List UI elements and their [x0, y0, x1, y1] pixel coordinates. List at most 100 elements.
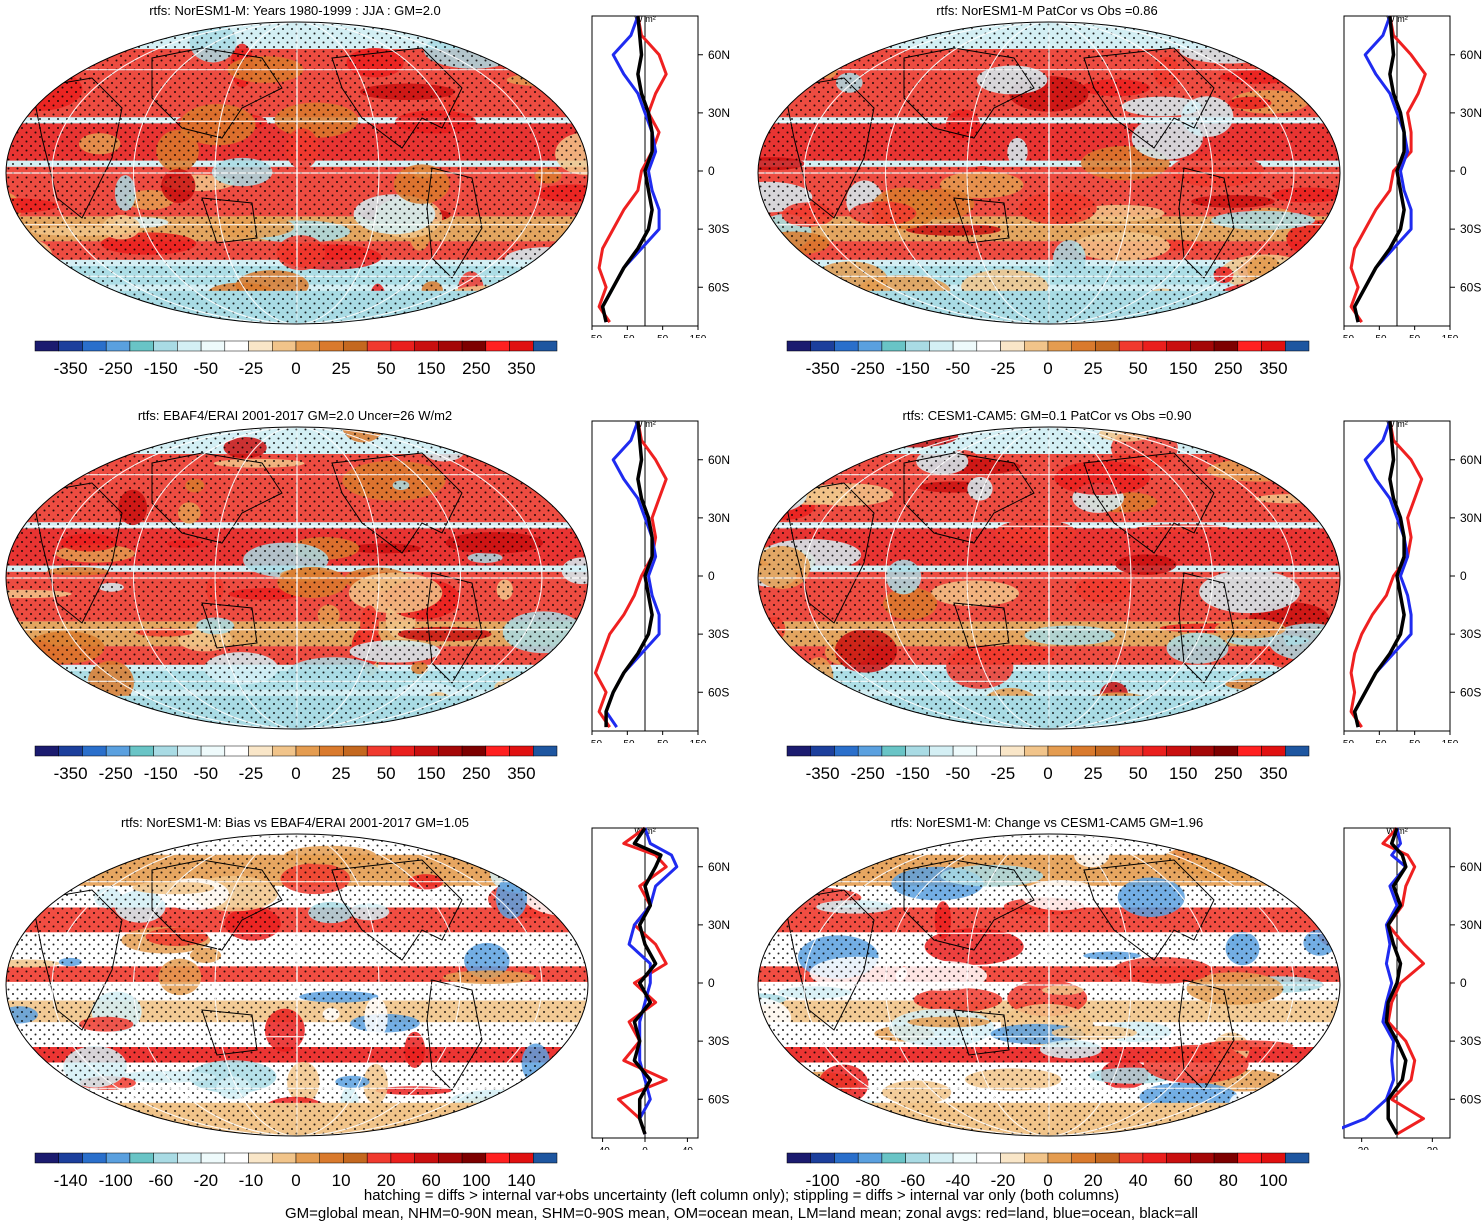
panel-title: rtfs: NorESM1-M: Change vs CESM1-CAM5 GM… — [890, 815, 1204, 830]
colorbar-label: 0 — [291, 359, 300, 378]
colorbar-swatch — [1024, 745, 1049, 757]
colorbar-swatch — [295, 1152, 320, 1164]
footnote-line-1: hatching = diffs > internal var+obs unce… — [363, 1187, 1120, 1204]
colorbar-label: -350 — [54, 764, 88, 783]
colorbar-swatch — [272, 1152, 297, 1164]
field-patch — [23, 434, 86, 448]
colorbar-swatch — [952, 745, 978, 757]
lat-tick-label: 30S — [708, 222, 729, 236]
graticule-lon — [296, 22, 298, 324]
colorbar-label: -40 — [946, 1171, 971, 1190]
x-tick-label: -150 — [1342, 334, 1354, 338]
colorbar-swatch — [786, 1152, 811, 1164]
colorbar-swatch — [1000, 340, 1025, 352]
colorbar-label: 20 — [1084, 1171, 1103, 1190]
world-map — [757, 833, 1341, 1137]
zonal-series-all — [1352, 420, 1406, 728]
colorbar-label: -10 — [239, 1171, 264, 1190]
x-tick-label: 150 — [1442, 334, 1459, 338]
colorbar-swatch — [1213, 340, 1239, 352]
x-tick-label: -150 — [590, 739, 602, 743]
field-patch — [1272, 1084, 1340, 1122]
colorbar-swatch — [952, 340, 978, 352]
colorbar-swatch — [1118, 745, 1144, 757]
x-tick-label: -150 — [590, 334, 602, 338]
colorbar-swatch — [105, 340, 131, 352]
colorbar-label: 0 — [1043, 764, 1052, 783]
colorbar-swatch — [129, 340, 154, 352]
colorbar-label: -250 — [851, 359, 885, 378]
panel-title: rtfs: NorESM1-M: Years 1980-1999 : JJA :… — [149, 3, 441, 18]
colorbar-label: -80 — [855, 1171, 880, 1190]
colorbar-swatch — [1095, 1152, 1120, 1164]
field-patch — [443, 1121, 515, 1136]
colorbar-swatch — [485, 340, 510, 352]
world-map — [5, 426, 589, 730]
colorbar-swatch — [200, 1152, 226, 1164]
field-patch — [12, 54, 36, 67]
graticule-lon — [803, 834, 1295, 1136]
graticule-lon — [133, 834, 461, 1136]
lat-tick-label: 30N — [1460, 918, 1482, 932]
zonal-series-all — [1352, 15, 1406, 323]
field-patch — [758, 53, 816, 90]
x-tick-label: -40 — [595, 1146, 610, 1150]
colorbar-label: 25 — [332, 764, 351, 783]
colorbar-label: 350 — [1259, 764, 1287, 783]
zonal-series-land — [1349, 15, 1427, 323]
colorbar-swatch — [905, 745, 930, 757]
colorbar-swatch — [390, 340, 415, 352]
lat-tick-label: 0 — [1460, 569, 1467, 583]
lat-tick-label: 30N — [708, 106, 730, 120]
zonal-series-all — [600, 15, 654, 323]
colorbar-swatch — [248, 1152, 273, 1164]
colorbar-label: -350 — [806, 764, 840, 783]
x-tick-label: -50 — [620, 739, 635, 743]
colorbar-label: -25 — [991, 764, 1016, 783]
graticule-lon — [966, 834, 1132, 1136]
colorbar-label: 250 — [462, 764, 490, 783]
colorbar-swatch — [1024, 1152, 1049, 1164]
colorbar-label: 20 — [377, 1171, 396, 1190]
lat-tick-label: 60N — [1460, 48, 1482, 62]
colorbar-label: -50 — [946, 764, 971, 783]
colorbar-label: 250 — [1214, 764, 1242, 783]
graticule-lon — [296, 834, 298, 1136]
colorbar-swatch — [1071, 340, 1096, 352]
map-border — [5, 426, 589, 730]
colorbar-swatch — [1237, 340, 1262, 352]
field-patch — [529, 1074, 588, 1107]
graticule-lon — [133, 22, 461, 324]
colorbar-swatch — [153, 340, 178, 352]
colorbar-swatch — [929, 745, 954, 757]
field-patch — [543, 455, 588, 486]
graticule-lon — [214, 22, 380, 324]
colorbar-swatch — [438, 745, 463, 757]
world-map — [757, 21, 1341, 325]
field-patch — [1231, 442, 1296, 465]
colorbar-swatch — [1118, 340, 1144, 352]
panel-title: rtfs: NorESM1-M: Bias vs EBAF4/ERAI 2001… — [121, 815, 469, 830]
field-patch — [497, 272, 588, 313]
colorbar: -140 -100 -60 -20 -10 0 10 20 60 100 140 — [34, 1152, 558, 1190]
colorbar-swatch — [786, 745, 811, 757]
colorbar-swatch — [177, 340, 202, 352]
colorbar-label: -100 — [806, 1171, 840, 1190]
lat-tick-label: 30S — [1460, 222, 1481, 236]
colorbar-swatch — [461, 745, 487, 757]
colorbar-swatch — [509, 1152, 534, 1164]
colorbar-swatch — [414, 745, 439, 757]
field-patch — [1241, 1097, 1265, 1118]
x-tick-label: 50 — [1409, 334, 1421, 338]
x-tick-label: -50 — [1372, 739, 1387, 743]
colorbar-swatch — [1166, 340, 1191, 352]
colorbar-swatch — [461, 340, 487, 352]
x-tick-label: 50 — [1409, 739, 1421, 743]
x-tick-label: 0 — [642, 1146, 648, 1150]
colorbar-label: -350 — [54, 359, 88, 378]
colorbar-swatch — [366, 340, 392, 352]
field-patch — [758, 471, 795, 515]
colorbar-swatch — [272, 340, 297, 352]
